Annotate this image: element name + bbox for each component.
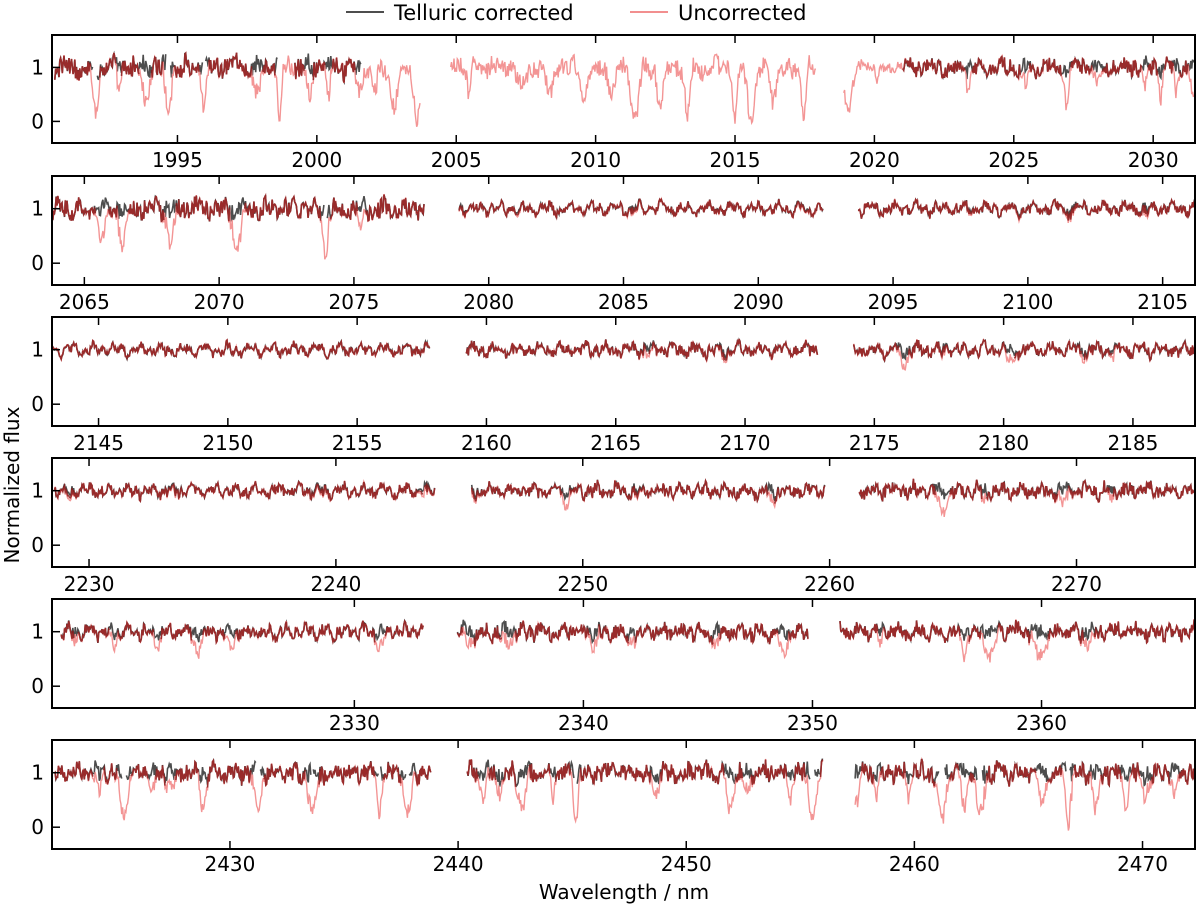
series-overlap-p3-s3 [852, 338, 1195, 363]
panel-4: 0 1 2230 2240 2250 2260 2270 [31, 457, 1196, 596]
panel-3-xtick-label: 2155 [332, 431, 383, 455]
panel-1-xtick-label: 2015 [710, 148, 761, 172]
panel-5-xtick-label: 2340 [558, 711, 609, 735]
panel-4-xtick-label: 2250 [557, 572, 608, 596]
panel-6-xtick-label: 2460 [889, 852, 940, 876]
panel-4-ytick-label: 1 [31, 479, 44, 503]
panel-2-xtick-label: 2095 [868, 290, 919, 314]
y-axis-label: Normalized flux [0, 406, 24, 563]
legend-label-corrected: Telluric corrected [393, 1, 574, 25]
panel-2-xtick-label: 2100 [1002, 290, 1053, 314]
panel-2-xtick-label: 2070 [194, 290, 245, 314]
panel-6-xtick-label: 2470 [1117, 852, 1168, 876]
panel-4-xtick-label: 2240 [310, 572, 361, 596]
panel-4-traces [53, 478, 1195, 517]
series-uncorrected-p6-s2 [466, 758, 824, 824]
panel-2-ytick-label: 1 [31, 197, 44, 221]
panel-6-xtick-label: 2430 [204, 852, 255, 876]
panel-1-ytick-label: 0 [31, 109, 44, 133]
series-overlap-p5-s1 [60, 619, 424, 646]
panel-2-xtick-label: 2105 [1137, 290, 1188, 314]
panel-6: 0 1 2430 2440 2450 2460 2470 [31, 739, 1196, 876]
panel-5-traces [60, 618, 1195, 663]
series-uncorrected-p5-s1 [60, 619, 424, 659]
panel-3-xtick-label: 2175 [849, 431, 900, 455]
panel-5-ytick-label: 1 [31, 620, 44, 644]
panel-6-xtick-label: 2450 [661, 852, 712, 876]
panel-6-frame [51, 739, 1196, 850]
panel-2-xtick-label: 2075 [328, 290, 379, 314]
panel-6-xtick-label: 2440 [433, 852, 484, 876]
panel-3-xtick-label: 2150 [202, 431, 253, 455]
panel-2-xtick-label: 2090 [733, 290, 784, 314]
series-overlap-p4-s3 [858, 478, 1195, 503]
series-overlap-p6-s3 [860, 758, 1195, 788]
panel-4-xtick-label: 2230 [64, 572, 115, 596]
series-overlap-p4-s1 [53, 479, 436, 503]
legend: Telluric corrected Uncorrected [346, 1, 806, 25]
panel-3-traces [52, 337, 1195, 371]
panel-1-xtick-label: 1995 [152, 148, 203, 172]
panel-1: 0 1 1995 2000 2005 2010 2015 2020 2025 2030 [31, 34, 1196, 172]
panel-3-ytick-label: 0 [31, 392, 44, 416]
panel-5-xtick-label: 2350 [787, 711, 838, 735]
panel-2: 0 1 2065 2070 2075 2080 2085 2090 2095 2100 2105 [31, 175, 1196, 314]
panel-3-xtick-label: 2170 [720, 431, 771, 455]
panel-2-xtick-label: 2085 [598, 290, 649, 314]
panel-3-xtick-label: 2180 [978, 431, 1029, 455]
panel-4-ytick-label: 0 [31, 533, 44, 557]
series-overlap-p2-s2 [458, 197, 824, 221]
panel-5: 0 1 2330 2340 2350 2360 [31, 598, 1196, 735]
panel-1-xtick-label: 2020 [849, 148, 900, 172]
series-overlap-p5-s3 [839, 619, 1195, 645]
panel-3-xtick-label: 2165 [590, 431, 641, 455]
panel-1-xtick-label: 2010 [570, 148, 621, 172]
panel-2-ytick-label: 0 [31, 251, 44, 275]
series-overlap-p2-s1 [52, 192, 425, 223]
panel-2-xtick-label: 2065 [59, 290, 110, 314]
series-overlap-p1-s1 [54, 51, 356, 83]
panel-6-ytick-label: 0 [31, 815, 44, 839]
panel-1-frame [51, 34, 1196, 144]
series-uncorrected-p1-s2 [450, 53, 817, 126]
series-overlap-p3-s1 [52, 338, 431, 362]
panel-1-ytick-label: 1 [31, 55, 44, 79]
series-overlap-p6-s1 [53, 758, 432, 788]
panel-3: 0 1 2145 2150 2155 2160 2165 2170 2175 2180 2185 [31, 316, 1196, 455]
panel-3-ytick-label: 1 [31, 338, 44, 362]
panels: 0 1 1995 2000 2005 2010 2015 2020 2025 2030 0 1 2065… [31, 34, 1196, 876]
panel-1-xtick-label: 2030 [1128, 148, 1179, 172]
panel-2-frame [51, 175, 1196, 286]
panel-2-xtick-label: 2080 [463, 290, 514, 314]
series-overlap-p2-s3 [858, 197, 1195, 222]
panel-3-xtick-label: 2185 [1107, 431, 1158, 455]
panel-5-xtick-label: 2330 [329, 711, 380, 735]
panel-4-xtick-label: 2260 [804, 572, 855, 596]
series-overlap-p5-s2 [456, 620, 809, 647]
panel-5-xtick-label: 2360 [1016, 711, 1067, 735]
panel-4-frame [51, 457, 1196, 568]
panel-4-xtick-label: 2270 [1051, 572, 1102, 596]
series-overlap-p4-s2 [470, 478, 826, 504]
series-overlap-p1-s3 [902, 54, 1190, 81]
panel-1-xtick-label: 2025 [988, 148, 1039, 172]
panel-3-frame [51, 316, 1196, 427]
panel-3-xtick-label: 2160 [461, 431, 512, 455]
panel-1-xtick-label: 2005 [431, 148, 482, 172]
panel-5-ytick-label: 0 [31, 674, 44, 698]
x-axis-label: Wavelength / nm [539, 880, 709, 904]
series-overlap-p3-s2 [465, 338, 819, 363]
panel-1-xtick-label: 2000 [291, 148, 342, 172]
panel-1-traces [54, 50, 1195, 128]
panel-2-traces [52, 192, 1195, 260]
panel-3-xtick-label: 2145 [73, 431, 124, 455]
series-overlap-p6-s2 [466, 759, 824, 787]
legend-label-uncorrected: Uncorrected [678, 1, 806, 25]
panel-6-traces [53, 756, 1195, 831]
panel-5-frame [51, 598, 1196, 709]
panel-6-ytick-label: 1 [31, 761, 44, 785]
